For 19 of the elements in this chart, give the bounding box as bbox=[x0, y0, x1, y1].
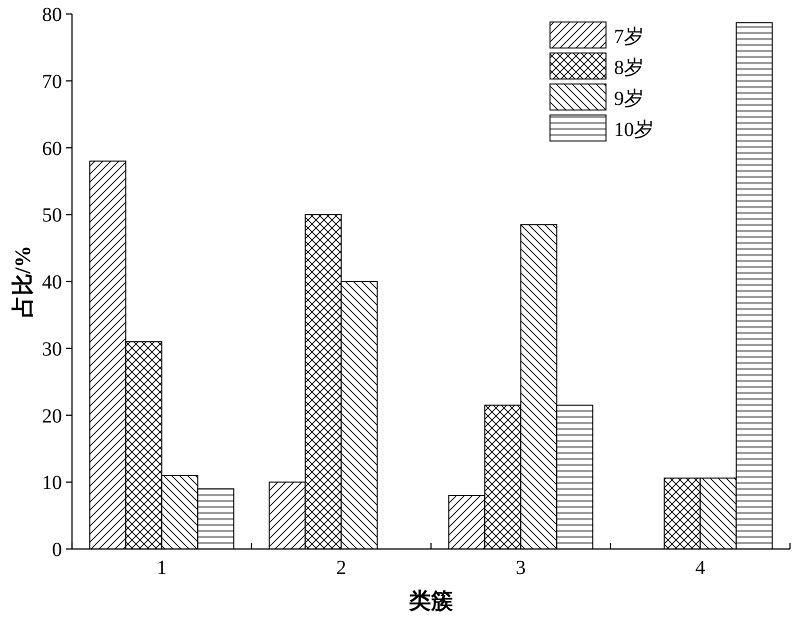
y-tick-label: 40 bbox=[42, 272, 62, 294]
x-axis-title: 类簇 bbox=[408, 588, 453, 613]
y-tick-label: 80 bbox=[42, 4, 62, 26]
y-axis-title: 占比/% bbox=[10, 245, 35, 318]
y-tick-label: 60 bbox=[42, 138, 62, 160]
x-tick-label: 4 bbox=[695, 557, 706, 579]
legend-label: 8岁 bbox=[614, 57, 644, 79]
y-tick-label: 30 bbox=[42, 338, 62, 360]
y-tick-label: 10 bbox=[42, 472, 62, 494]
y-tick-label: 70 bbox=[42, 70, 62, 93]
legend-label: 7岁 bbox=[614, 26, 644, 48]
y-tick-label: 50 bbox=[42, 204, 62, 227]
x-tick-label: 1 bbox=[156, 557, 167, 579]
x-tick-label: 2 bbox=[336, 557, 346, 579]
y-tick-label: 20 bbox=[42, 405, 62, 428]
x-tick-label: 3 bbox=[516, 557, 526, 579]
y-tick-label: 0 bbox=[52, 539, 62, 561]
legend-label: 9岁 bbox=[614, 88, 644, 110]
legend-label: 10岁 bbox=[614, 119, 654, 141]
